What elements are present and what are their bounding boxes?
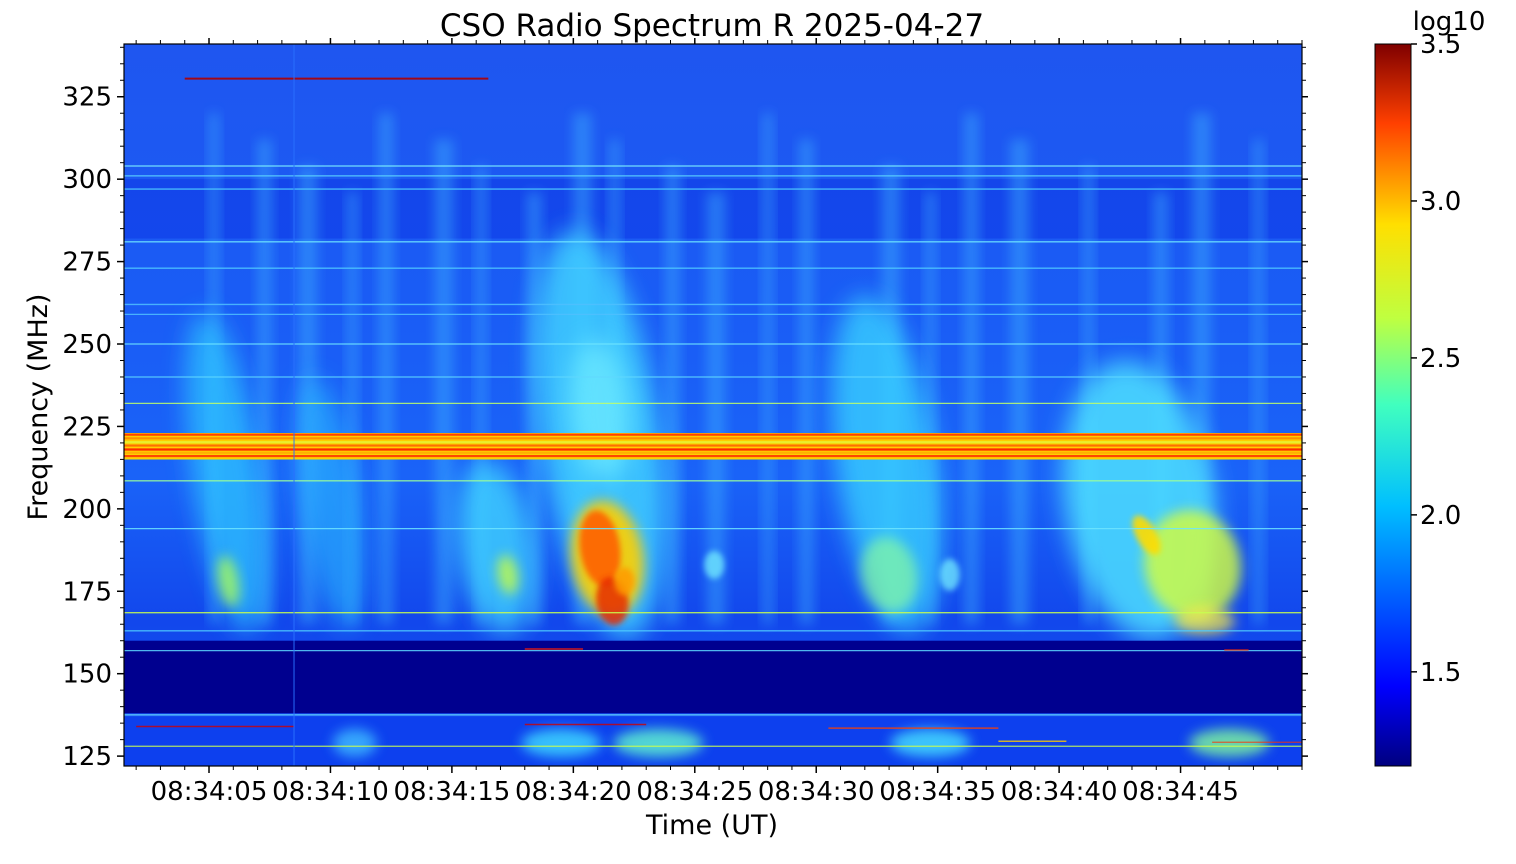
burst-blob <box>890 728 971 757</box>
burst-streak <box>762 113 773 625</box>
colorbar-tick-label: 3.5 <box>1420 30 1461 60</box>
burst-blob <box>185 312 267 633</box>
burst-streak <box>1253 139 1264 625</box>
burst-blob <box>704 550 725 579</box>
colorbar-ticks: 1.5 2.0 2.5 3.0 3.5 <box>1411 30 1461 688</box>
y-tick-label: 175 <box>62 577 112 607</box>
plot-frame <box>123 43 1303 767</box>
burst-blob <box>1132 515 1161 555</box>
x-tick-label: 08:34:40 <box>1001 777 1118 807</box>
burst-streak <box>706 192 725 625</box>
low-emission-gap <box>124 640 1302 714</box>
y-tick-label: 225 <box>62 412 112 442</box>
plot-area <box>124 44 1302 766</box>
chart-title: CSO Radio Spectrum R 2025-04-27 <box>440 8 984 44</box>
burst-streak <box>347 192 358 625</box>
colorbar-label: log10 <box>1413 7 1486 37</box>
burst-blob <box>1174 606 1235 635</box>
colorbar-tick-label: 3.0 <box>1420 187 1461 217</box>
x-tick-label: 08:34:10 <box>272 777 389 807</box>
burst-streak <box>476 165 487 625</box>
y-tick-label: 300 <box>62 165 112 195</box>
y-tick-label: 200 <box>62 495 112 525</box>
burst-blob <box>614 567 635 596</box>
burst-blob <box>831 296 942 633</box>
frequency-bands <box>124 44 1302 766</box>
burst-streak <box>434 139 453 625</box>
burst-streak <box>1010 139 1029 625</box>
burst-blob <box>521 728 602 757</box>
burst-blob <box>860 537 918 613</box>
y-tick-label: 325 <box>62 83 112 113</box>
burst-streak <box>379 113 394 625</box>
y-tick-label: 250 <box>62 330 112 360</box>
burst-blob <box>1189 728 1270 757</box>
x-tick-label: 08:34:15 <box>394 777 511 807</box>
x-tick-label: 08:34:25 <box>636 777 753 807</box>
burst-blob <box>939 558 960 591</box>
burst-blob <box>497 555 519 595</box>
colorbar-tick-label: 2.0 <box>1420 501 1461 531</box>
y-tick-label: 275 <box>62 248 112 278</box>
colorbar-gradient <box>1374 43 1412 767</box>
x-tick-label: 08:34:45 <box>1122 777 1239 807</box>
burst-streak <box>799 139 814 625</box>
x-tick-label: 08:34:35 <box>879 777 996 807</box>
burst-streak <box>925 192 936 625</box>
burst-blob <box>217 555 240 608</box>
x-tick-label: 08:34:30 <box>758 777 875 807</box>
low-frequency-region <box>124 716 1302 766</box>
colorbar-tick-label: 1.5 <box>1420 658 1461 688</box>
burst-blob <box>1144 510 1242 620</box>
x-axis-label: Time (UT) <box>645 810 778 841</box>
burst-streak <box>964 113 979 625</box>
x-tick-label: 08:34:20 <box>515 777 632 807</box>
y-axis-label: Frequency (MHz) <box>23 294 54 521</box>
colorbar-tick-label: 2.5 <box>1420 344 1461 374</box>
x-tick-label: 08:34:05 <box>151 777 268 807</box>
y-axis: 125 150 175 200 225 250 275 300 325 <box>62 46 1308 772</box>
y-tick-label: 125 <box>62 742 112 772</box>
burst-blob <box>579 510 621 587</box>
colorbar: 1.5 2.0 2.5 3.0 3.5 log10 <box>1374 7 1486 767</box>
burst-streak <box>665 165 680 625</box>
burst-blob <box>613 728 704 757</box>
y-tick-label: 150 <box>62 660 112 690</box>
burst-blob <box>332 728 377 757</box>
x-axis: 08:34:05 08:34:10 08:34:15 08:34:20 08:34:25… <box>135 38 1303 807</box>
